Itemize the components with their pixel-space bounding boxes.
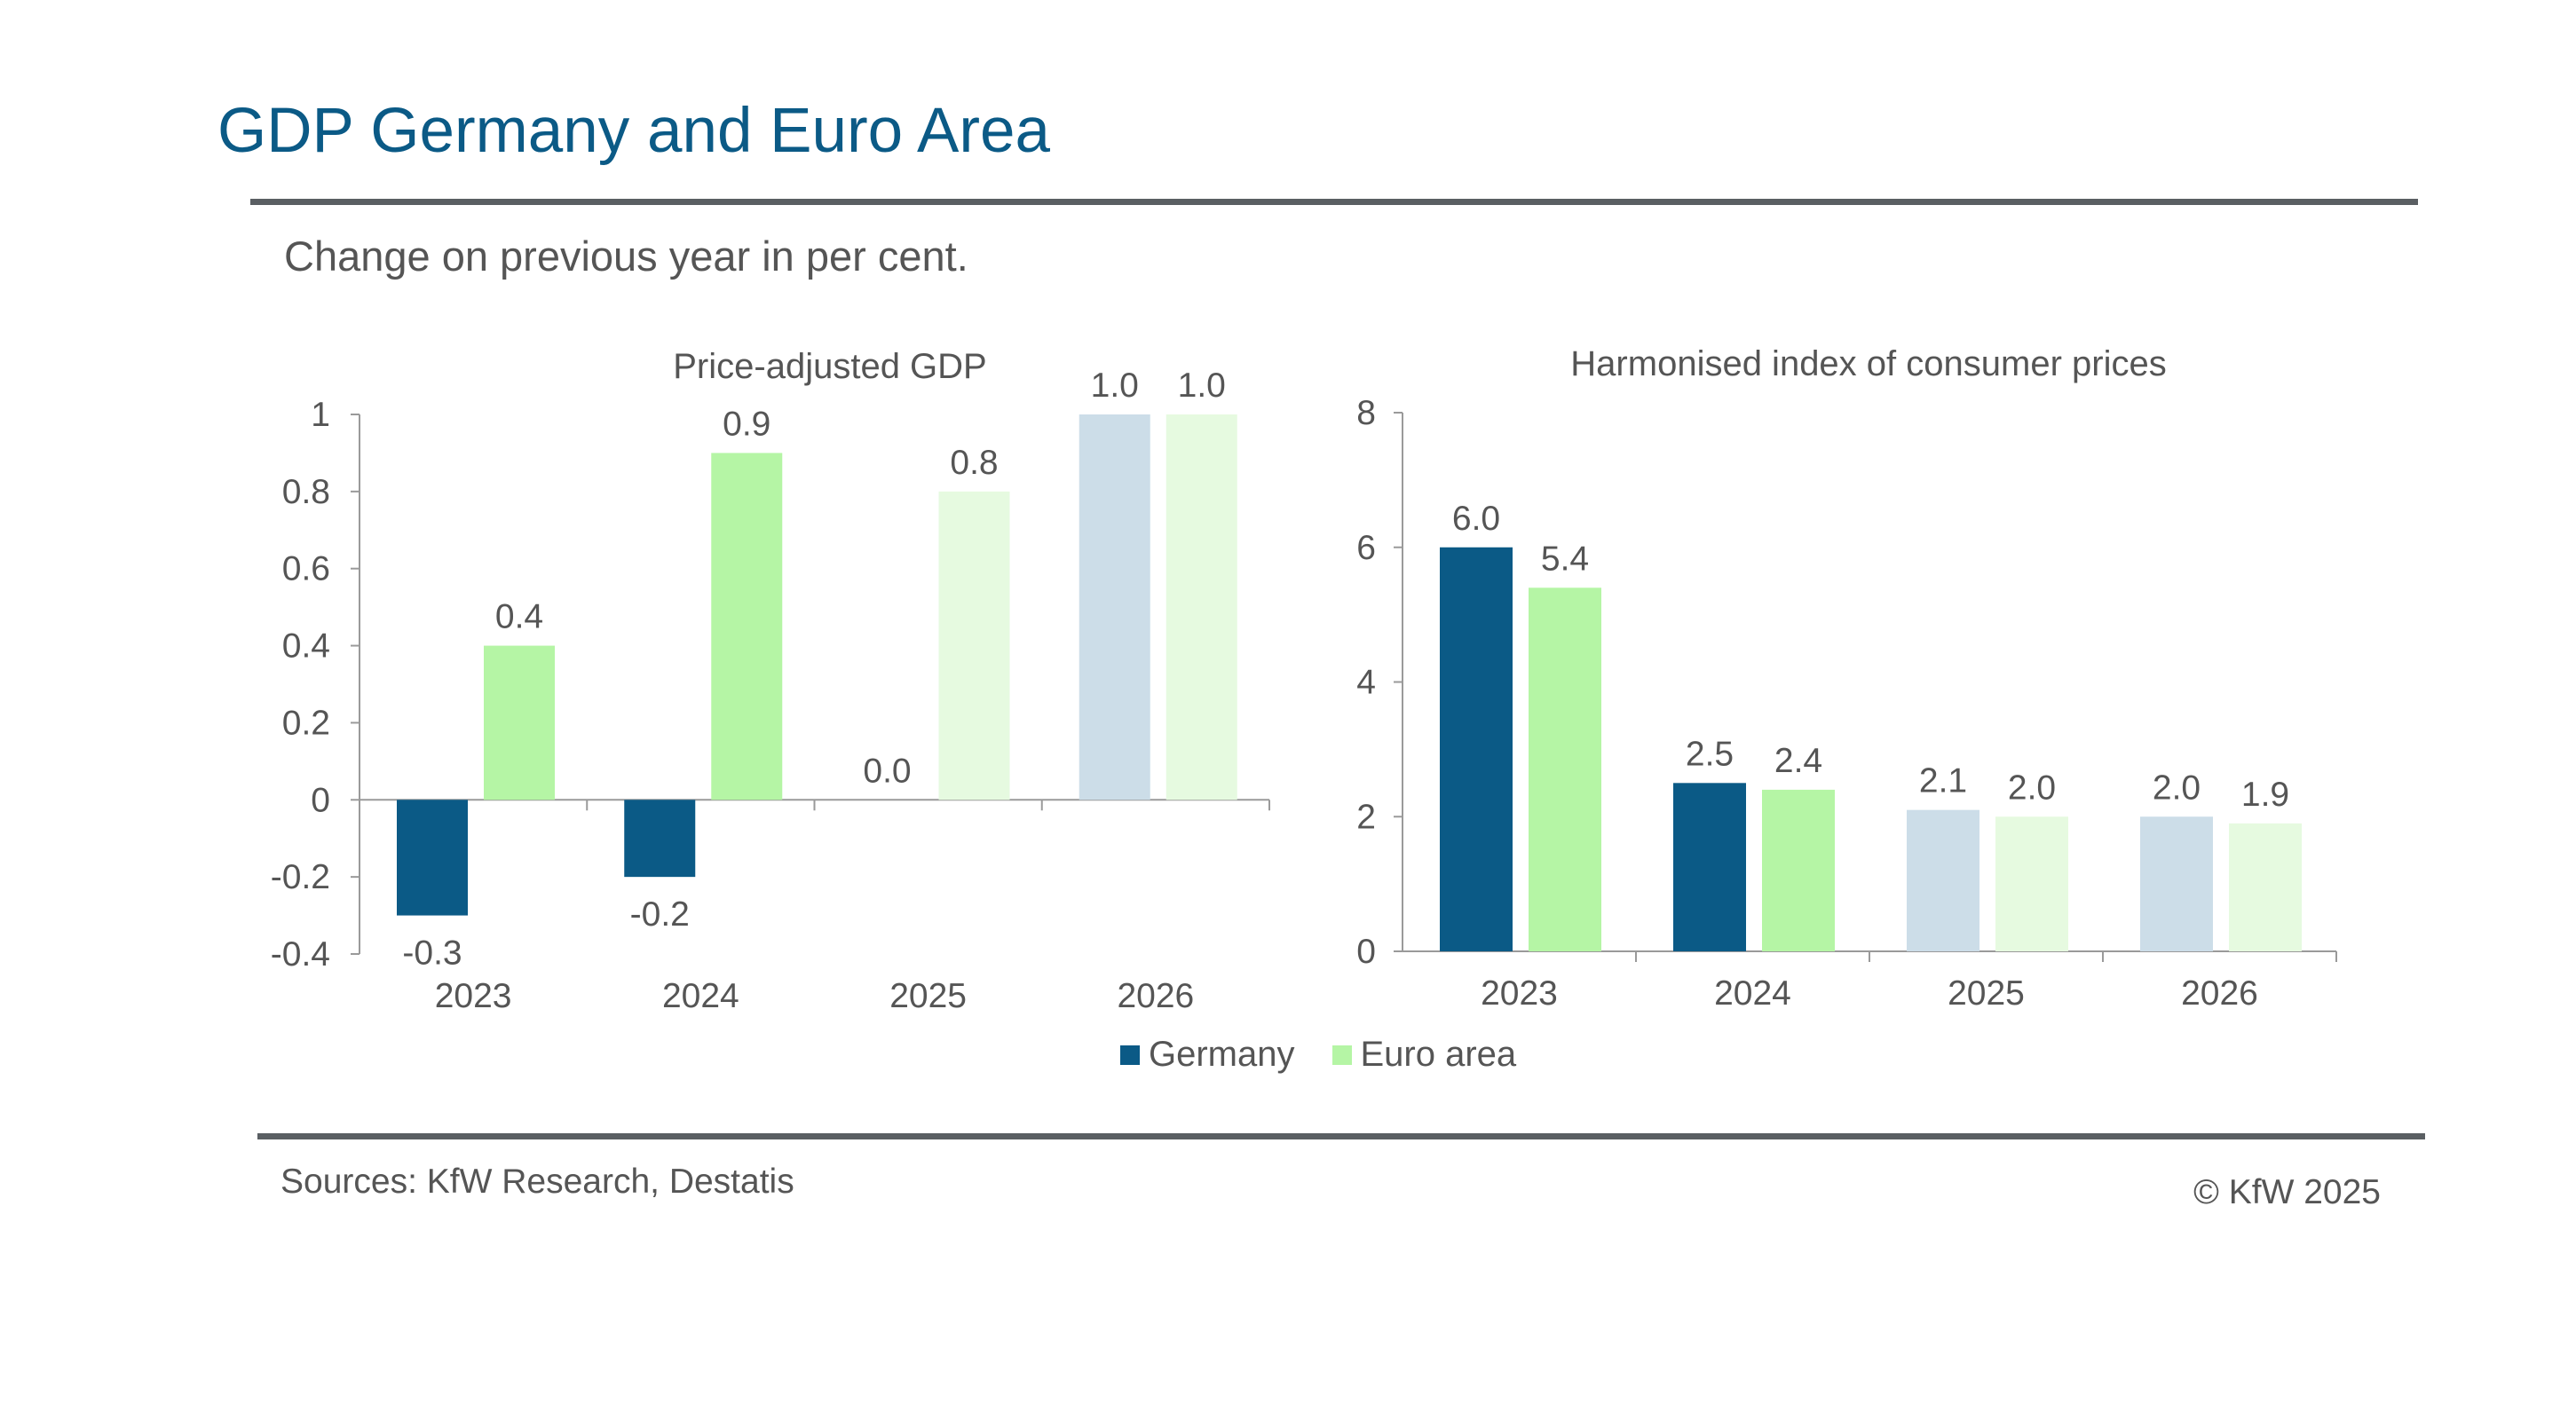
legend-item-germany: Germany xyxy=(1120,1035,1295,1075)
hicp-x-tick-label-2024: 2024 xyxy=(1714,974,1791,1013)
hicp-bar-germany-2026 xyxy=(2140,816,2213,951)
legend: Germany Euro area xyxy=(1120,1035,1553,1075)
gdp-data-label-germany-2024: -0.2 xyxy=(630,895,690,934)
gdp-data-label-germany-2025: 0.0 xyxy=(863,752,911,790)
gdp-data-label-euro-area-2023: 0.4 xyxy=(495,598,543,636)
gdp-y-tick-label: 0.4 xyxy=(282,627,330,666)
gdp-chart-title: Price-adjusted GDP xyxy=(673,347,986,386)
chart-subtitle: Change on previous year in per cent. xyxy=(284,233,968,280)
gdp-x-tick-label-2023: 2023 xyxy=(435,977,512,1015)
hicp-data-label-germany-2026: 2.0 xyxy=(2153,769,2201,807)
hicp-y-tick-label: 2 xyxy=(1356,798,1376,836)
gdp-x-tick-label-2024: 2024 xyxy=(662,977,739,1015)
legend-swatch-germany xyxy=(1120,1045,1140,1065)
gdp-bar-euro-area-2026 xyxy=(1166,414,1237,800)
copyright-note: © KfW 2025 xyxy=(2193,1173,2381,1211)
gdp-y-tick-label: 0.2 xyxy=(282,704,330,742)
gdp-bar-germany-2026 xyxy=(1079,414,1150,800)
hicp-bar-germany-2023 xyxy=(1440,547,1513,951)
gdp-bar-euro-area-2024 xyxy=(711,453,783,800)
gdp-y-tick-label: -0.4 xyxy=(271,935,330,974)
hicp-data-label-germany-2024: 2.5 xyxy=(1686,735,1734,773)
gdp-x-tick-label-2025: 2025 xyxy=(889,977,967,1015)
page-title: GDP Germany and Euro Area xyxy=(217,96,1050,166)
top-divider xyxy=(250,199,2418,205)
hicp-data-label-germany-2023: 6.0 xyxy=(1452,500,1500,538)
legend-item-euro-area: Euro area xyxy=(1331,1035,1517,1075)
gdp-y-tick-label: -0.2 xyxy=(271,858,330,896)
gdp-bar-germany-2023 xyxy=(397,800,468,916)
hicp-bar-euro-area-2024 xyxy=(1762,789,1835,951)
sources-note: Sources: KfW Research, Destatis xyxy=(281,1163,794,1201)
gdp-bar-germany-2024 xyxy=(624,800,696,878)
hicp-y-tick-label: 4 xyxy=(1356,664,1376,702)
hicp-data-label-euro-area-2024: 2.4 xyxy=(1774,742,1822,780)
hicp-data-label-germany-2025: 2.1 xyxy=(1919,762,1967,800)
hicp-bar-germany-2025 xyxy=(1907,809,1979,951)
hicp-y-tick-label: 8 xyxy=(1356,394,1376,432)
gdp-y-tick-label: 0.8 xyxy=(282,473,330,511)
hicp-bar-euro-area-2023 xyxy=(1529,587,1601,951)
hicp-bar-germany-2024 xyxy=(1673,783,1746,951)
gdp-data-label-germany-2026: 1.0 xyxy=(1091,367,1139,405)
gdp-data-label-germany-2023: -0.3 xyxy=(402,934,462,973)
hicp-y-tick-label: 0 xyxy=(1356,933,1376,971)
hicp-x-tick-label-2026: 2026 xyxy=(2181,974,2258,1013)
gdp-data-label-euro-area-2025: 0.8 xyxy=(950,444,998,482)
gdp-y-tick-label: 0 xyxy=(311,781,330,819)
hicp-data-label-euro-area-2023: 5.4 xyxy=(1541,540,1589,578)
gdp-y-tick-label: 1 xyxy=(311,396,330,434)
hicp-x-tick-label-2025: 2025 xyxy=(1948,974,2025,1013)
gdp-y-tick-label: 0.6 xyxy=(282,550,330,588)
gdp-bar-euro-area-2025 xyxy=(938,491,1010,800)
bottom-divider xyxy=(257,1133,2425,1139)
hicp-data-label-euro-area-2025: 2.0 xyxy=(2008,769,2056,807)
gdp-data-label-euro-area-2024: 0.9 xyxy=(723,405,770,443)
gdp-data-label-euro-area-2026: 1.0 xyxy=(1178,367,1226,405)
legend-label-germany: Germany xyxy=(1149,1035,1295,1074)
hicp-data-label-euro-area-2026: 1.9 xyxy=(2241,776,2289,814)
legend-swatch-euro-area xyxy=(1331,1045,1352,1065)
hicp-chart-title: Harmonised index of consumer prices xyxy=(1570,344,2166,383)
legend-label-euro-area: Euro area xyxy=(1360,1035,1517,1074)
gdp-x-tick-label-2026: 2026 xyxy=(1117,977,1194,1015)
hicp-x-tick-label-2023: 2023 xyxy=(1481,974,1558,1013)
hicp-bar-euro-area-2025 xyxy=(1995,816,2068,951)
hicp-bar-euro-area-2026 xyxy=(2229,823,2302,951)
hicp-y-tick-label: 6 xyxy=(1356,529,1376,567)
gdp-bar-euro-area-2023 xyxy=(484,645,555,800)
